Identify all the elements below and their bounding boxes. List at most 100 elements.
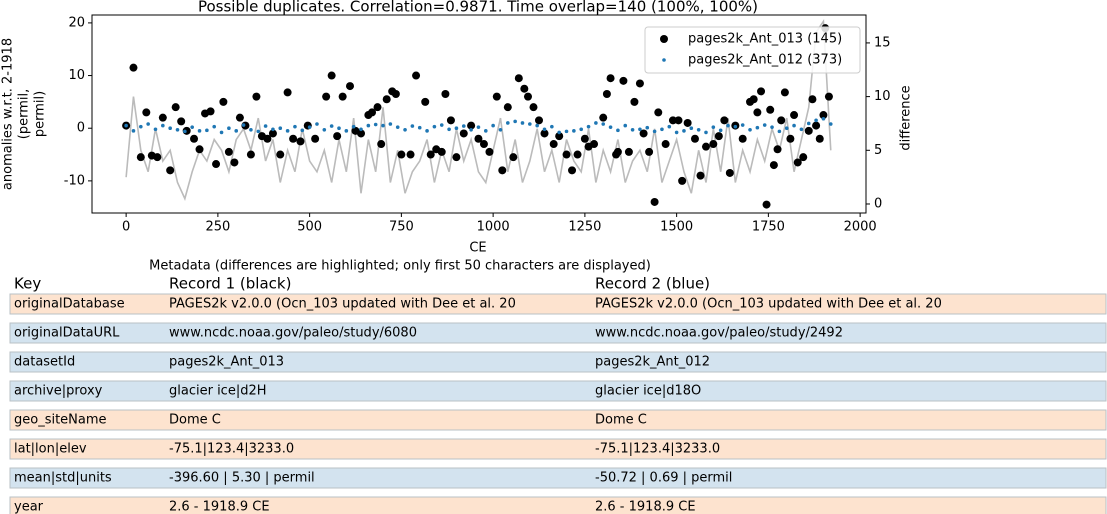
point [660,127,664,132]
point [197,129,202,133]
table-cell: 2.6 - 1918.9 CE [169,500,270,514]
point [333,132,342,141]
y2-tick-label: 5 [874,143,882,158]
point [766,105,775,114]
table-cell: geo_siteName [14,413,107,428]
point [447,127,451,132]
y-axis-label: anomalies w.r.t. 2-1918 [1,38,16,190]
point [709,140,718,149]
point [683,118,692,127]
point [815,134,824,143]
point [714,132,723,141]
point [246,150,255,159]
point [293,124,297,129]
point [690,134,699,143]
point [212,160,221,169]
point [777,116,786,125]
point [175,127,180,132]
point [230,158,239,167]
table-row-band [9,438,1107,460]
point [439,123,444,127]
point [129,63,138,72]
table-cell: pages2k_Ant_013 [169,355,284,370]
point [808,95,817,104]
point [337,126,341,131]
legend-label: pages2k_Ant_012 (373) [688,53,842,68]
legend-box [644,26,861,74]
x-tick-label: 750 [389,220,414,235]
point [452,153,461,162]
plot-frame [91,14,867,214]
point [792,123,796,128]
point [652,129,657,134]
point [315,122,319,126]
point [780,88,789,97]
point [535,116,544,125]
point [540,129,549,138]
y-tick-label: 10 [68,68,85,83]
point [219,130,224,135]
point [624,147,633,156]
y-tick-label: -10 [64,173,85,188]
point [740,123,745,127]
table-row-band [9,380,1107,402]
point [718,128,723,133]
point [271,127,275,132]
table-row-band [9,496,1107,514]
point [602,89,611,98]
table-caption: Metadata (differences are highlighted; o… [149,259,651,274]
point [606,74,615,83]
point [770,125,774,129]
point [498,166,507,175]
point [568,166,577,175]
point [689,126,694,131]
point [322,127,327,132]
y-axis-label: (permil, [17,89,32,139]
x-tick-label: 250 [205,220,230,235]
legend-marker [662,58,666,62]
point [183,129,187,134]
point [403,127,407,132]
point [322,92,331,101]
point [373,122,378,127]
point [235,113,244,122]
point [720,116,729,125]
point [594,121,598,125]
point [268,129,277,138]
point [153,127,158,132]
point [168,126,172,131]
point [492,92,501,101]
point [446,116,455,125]
point [824,92,833,101]
table-cell: 2.6 - 1918.9 CE [595,500,696,514]
point [586,124,591,129]
point [366,123,371,128]
point [520,84,529,93]
point [755,125,760,130]
point [678,176,687,185]
point [608,125,613,129]
table-row-band [9,293,1107,315]
point [483,129,488,133]
table-row-band [9,351,1107,373]
point [377,140,386,149]
x-tick-label: 1250 [568,220,601,235]
point [528,122,532,126]
point [166,166,175,175]
point [654,108,663,117]
point [469,127,473,132]
point [190,125,194,129]
table-row-band [9,409,1107,431]
point [234,129,239,133]
point [573,150,582,159]
point [786,134,795,143]
table-cell: PAGES2k v2.0.0 (Ocn_103 updated with Dee… [169,297,516,312]
point [667,124,672,129]
point [171,103,180,112]
x-tick-label: 1500 [660,220,693,235]
point [784,126,789,131]
point [190,134,199,143]
point [749,95,758,104]
point [406,150,415,159]
